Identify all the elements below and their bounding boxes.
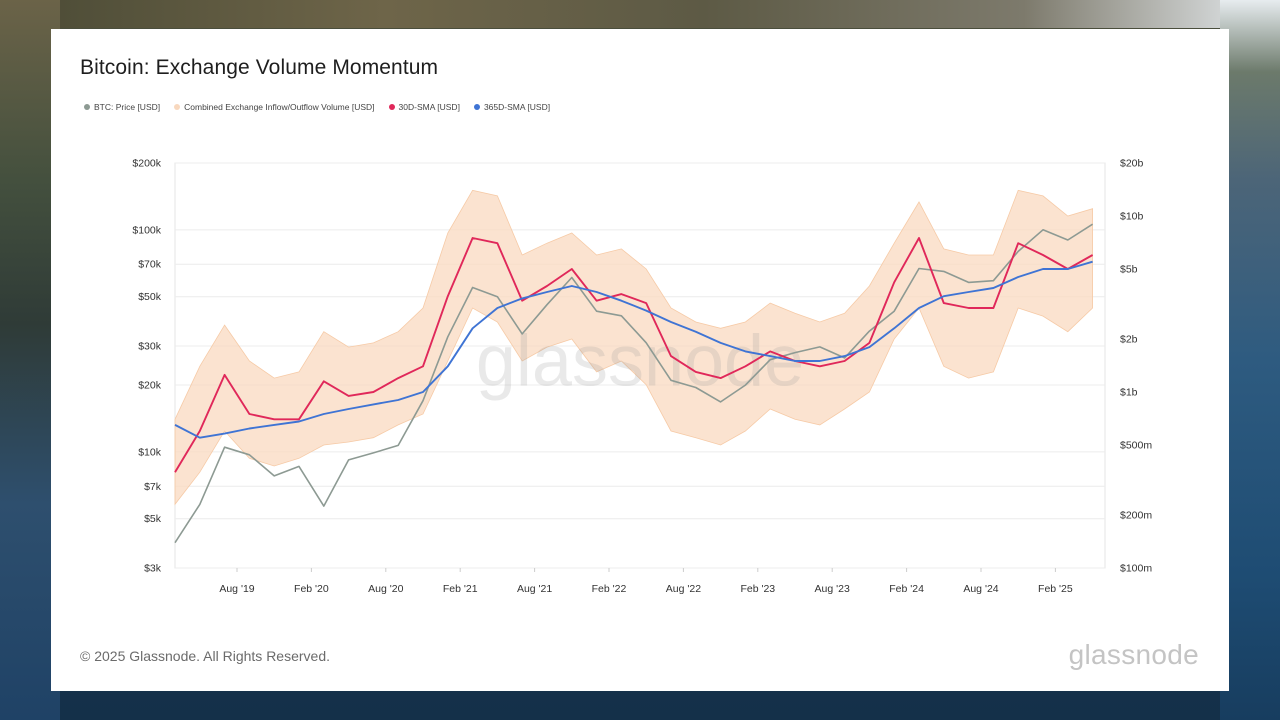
series-line-365d-sma [174,260,1093,439]
y-right-tick-label: $1b [1120,386,1138,398]
y-right-tick-label: $500m [1120,439,1152,451]
watermark-text: glassnode [476,322,804,402]
legend-item-volume[interactable]: Combined Exchange Inflow/Outflow Volume … [174,102,375,112]
x-tick-label: Aug '21 [517,583,552,595]
background-top [0,0,1280,28]
y-right-tick-label: $100m [1120,563,1152,575]
x-tick-label: Feb '23 [740,583,775,595]
y-left-tick-label: $30k [138,340,162,352]
y-right-tick-label: $20b [1120,158,1144,170]
y-left-tick-label: $100k [132,224,161,236]
x-tick-label: Feb '21 [443,583,478,595]
legend-item-365d[interactable]: 365D-SMA [USD] [473,102,551,112]
legend-label-365d: 365D-SMA [USD] [483,102,551,112]
x-tick-label: Aug '22 [666,583,701,595]
chart-plot: $3k $5k $7k $10k $20k $30k $50k $70k $100k $200k $… [132,158,1152,596]
background-right [1220,0,1280,720]
background-left [0,0,60,720]
chart-card: Bitcoin: Exchange Volume Momentum BTC: P… [51,29,1229,691]
y-right-tick-label: $200m [1120,510,1152,522]
y-left-tick-label: $3k [144,563,162,575]
legend-dot-365d [473,104,480,110]
chart-title: Bitcoin: Exchange Volume Momentum [80,56,439,79]
copyright-footer: © 2025 Glassnode. All Rights Reserved. [80,648,331,664]
legend-label-volume: Combined Exchange Inflow/Outflow Volume … [184,102,375,112]
legend-item-30d[interactable]: 30D-SMA [USD] [388,102,460,112]
y-left-tick-label: $200k [132,158,161,170]
x-tick-label: Aug '19 [219,583,254,595]
y-right-tick-label: $5b [1120,263,1138,275]
legend-item-price[interactable]: BTC: Price [USD] [84,102,160,112]
y-left-tick-label: $5k [144,513,162,525]
x-tick-label: Feb '25 [1038,583,1073,595]
legend-dot-volume [174,104,181,110]
y-right-tick-label: $10b [1120,210,1144,222]
brand-logo: glassnode [1068,639,1199,670]
y-left-tick-label: $50k [138,291,162,303]
x-tick-label: Feb '20 [294,583,329,595]
legend-dot-30d [388,104,395,110]
series-line-price [174,223,1094,544]
x-tick-label: Feb '24 [889,583,924,595]
y-left-tick-label: $10k [138,446,162,458]
x-tick-label: Feb '22 [592,583,627,595]
volume-band [174,189,1093,506]
legend: BTC: Price [USD] Combined Exchange Inflo… [84,102,550,112]
y-left-tick-label: $20k [138,380,162,392]
x-tick-label: Aug '23 [815,583,850,595]
series-line-30d-sma [174,237,1094,473]
x-tick-label: Aug '24 [963,583,998,595]
y-left-tick-label: $7k [144,481,162,493]
y-right-tick-label: $2b [1120,334,1138,346]
legend-dot-price [84,104,90,110]
legend-label-30d: 30D-SMA [USD] [398,102,460,112]
x-tick-label: Aug '20 [368,583,403,595]
legend-label-price: BTC: Price [USD] [94,102,161,112]
y-left-tick-label: $70k [138,259,162,271]
